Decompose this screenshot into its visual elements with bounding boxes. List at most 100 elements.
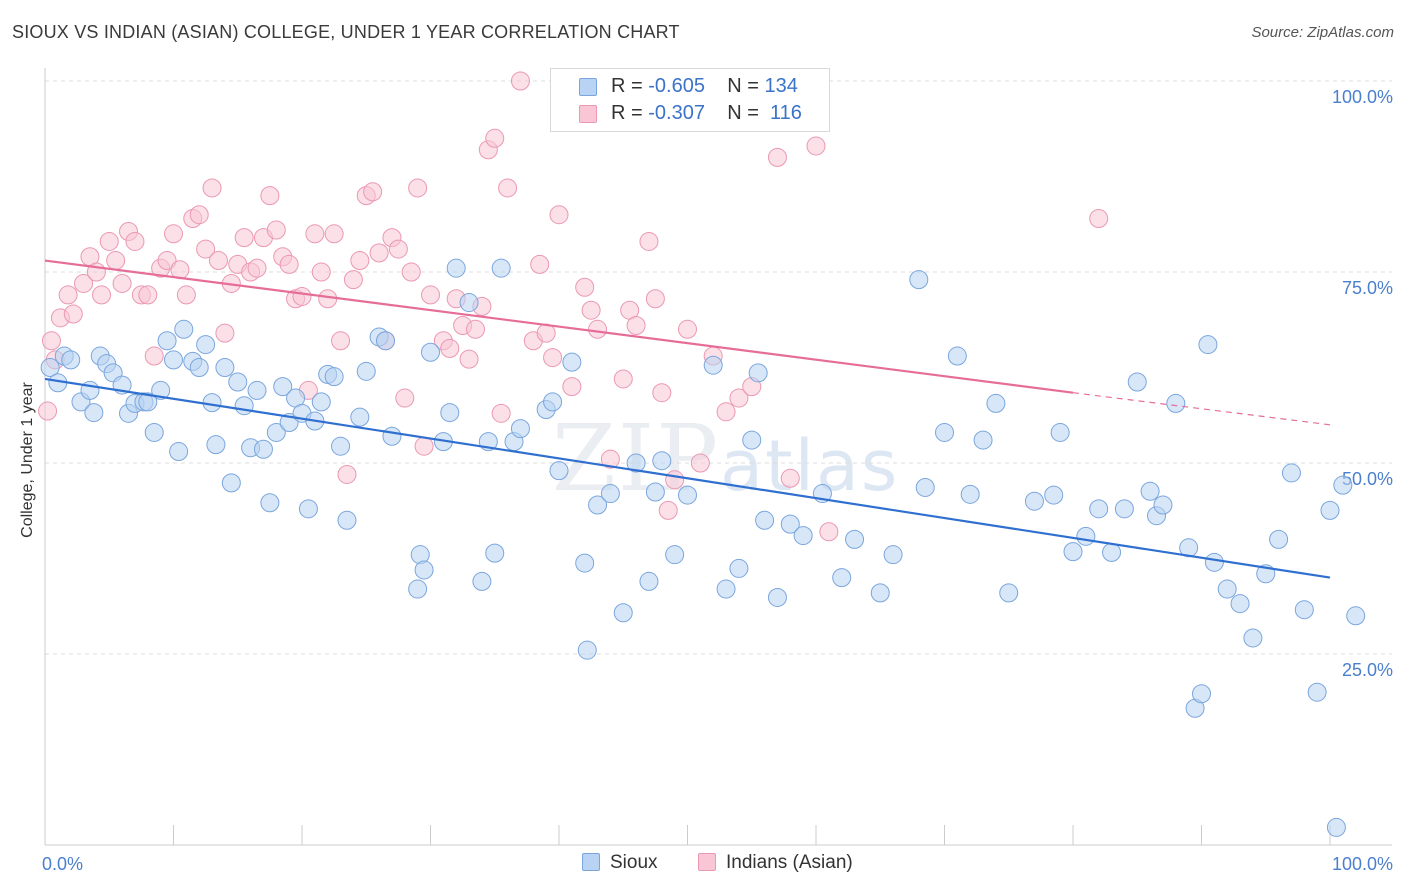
sioux-point-114 <box>1166 393 1186 413</box>
indian-point-1 <box>41 331 61 351</box>
sioux-trend-line <box>44 377 1331 579</box>
sioux-point-96 <box>935 422 954 442</box>
sioux-point-62 <box>491 258 511 278</box>
indian-point-45 <box>324 224 344 244</box>
indian-point-87 <box>645 289 665 309</box>
indian-point-14 <box>125 231 145 251</box>
indian-point-55 <box>388 239 408 259</box>
indian-point-6 <box>74 273 94 293</box>
sioux-point-14 <box>138 392 158 412</box>
indian-trend-line <box>44 259 1074 394</box>
indian-point-17 <box>144 346 164 366</box>
sioux-point-113 <box>1153 495 1173 515</box>
indian-point-74 <box>530 254 550 274</box>
chart-title: SIOUX VS INDIAN (ASIAN) COLLEGE, UNDER 1… <box>12 22 680 42</box>
sioux-point-120 <box>1217 579 1237 599</box>
indian-point-58 <box>408 178 428 198</box>
indian-point-20 <box>164 224 183 244</box>
legend-text-sioux: R = -0.605 N = 134 <box>611 75 798 97</box>
sioux-point-117 <box>1192 684 1211 704</box>
bottom-legend-swatch-indian <box>698 853 716 871</box>
source-label: Source: ZipAtlas.com <box>1251 24 1394 41</box>
indian-point-43 <box>311 262 331 282</box>
indian-point-22 <box>176 285 196 305</box>
indian-point-4 <box>58 285 78 305</box>
legend-swatch-indian <box>579 105 597 123</box>
indian-point-10 <box>99 231 119 251</box>
sioux-point-76 <box>645 482 665 502</box>
indian-point-77 <box>549 205 569 225</box>
sioux-point-53 <box>414 560 434 580</box>
indian-point-26 <box>202 178 222 198</box>
sioux-point-67 <box>549 461 569 481</box>
indian-point-79 <box>575 277 595 297</box>
sioux-point-41 <box>311 392 331 412</box>
sioux-point-111 <box>1140 481 1160 501</box>
sioux-point-79 <box>678 485 697 505</box>
sioux-point-3 <box>61 350 81 370</box>
legend-text-indian: R = -0.307 N = 116 <box>611 102 802 124</box>
x-tick-label-0: 0.0% <box>42 854 83 874</box>
sioux-point-19 <box>169 442 189 462</box>
sioux-point-6 <box>84 403 104 423</box>
sioux-point-119 <box>1204 552 1224 572</box>
sioux-point-86 <box>767 587 787 607</box>
sioux-point-98 <box>960 484 980 504</box>
indian-point-81 <box>588 319 608 339</box>
sioux-point-16 <box>151 380 171 400</box>
sioux-point-131 <box>1346 606 1366 626</box>
indian-point-56 <box>395 388 415 408</box>
sioux-point-130 <box>1333 475 1353 495</box>
indian-point-16 <box>138 285 158 305</box>
sioux-point-110 <box>1127 372 1147 392</box>
indian-point-82 <box>600 449 620 469</box>
legend-row-indian: R = -0.307 N = 116 <box>551 101 829 127</box>
indian-point-92 <box>690 453 710 473</box>
sioux-point-90 <box>832 568 852 588</box>
sioux-point-88 <box>793 526 813 546</box>
sioux-point-81 <box>716 579 736 599</box>
indian-point-19 <box>157 251 177 271</box>
sioux-point-39 <box>298 499 318 519</box>
indian-point-100 <box>806 136 826 156</box>
sioux-point-66 <box>543 392 563 412</box>
sioux-point-106 <box>1076 526 1096 546</box>
indian-point-47 <box>337 464 357 484</box>
indian-point-9 <box>92 285 112 305</box>
indian-point-99 <box>780 468 800 488</box>
indian-point-35 <box>260 186 280 206</box>
legend-n-sioux: 134 <box>764 75 798 97</box>
indian-point-78 <box>562 377 582 397</box>
sioux-point-83 <box>742 430 762 450</box>
sioux-point-107 <box>1089 499 1109 519</box>
sioux-point-50 <box>382 426 402 446</box>
sioux-point-25 <box>206 435 226 455</box>
sioux-point-85 <box>755 510 775 530</box>
sioux-point-43 <box>324 367 344 387</box>
sioux-point-127 <box>1307 682 1327 702</box>
sioux-point-27 <box>221 473 241 493</box>
indian-point-76 <box>543 348 563 368</box>
sioux-point-44 <box>331 436 351 456</box>
sioux-point-33 <box>260 493 280 513</box>
sioux-point-75 <box>639 571 659 591</box>
sioux-point-82 <box>729 558 749 578</box>
indian-point-31 <box>234 228 254 248</box>
indian-point-0 <box>38 401 58 421</box>
sioux-point-94 <box>909 270 929 290</box>
sioux-point-22 <box>189 358 209 377</box>
sioux-point-124 <box>1269 529 1289 549</box>
indian-point-28 <box>215 323 235 343</box>
sioux-point-87 <box>780 514 800 534</box>
indian-point-57 <box>401 262 421 282</box>
sioux-point-101 <box>999 583 1019 603</box>
sioux-point-23 <box>196 335 216 355</box>
sioux-point-104 <box>1050 422 1070 442</box>
indian-point-40 <box>292 286 312 306</box>
sioux-point-78 <box>665 545 685 565</box>
legend-swatch-sioux <box>579 78 597 96</box>
sioux-point-100 <box>986 393 1006 413</box>
indian-point-80 <box>581 300 601 320</box>
sioux-point-109 <box>1114 499 1134 519</box>
sioux-point-102 <box>1024 491 1044 511</box>
